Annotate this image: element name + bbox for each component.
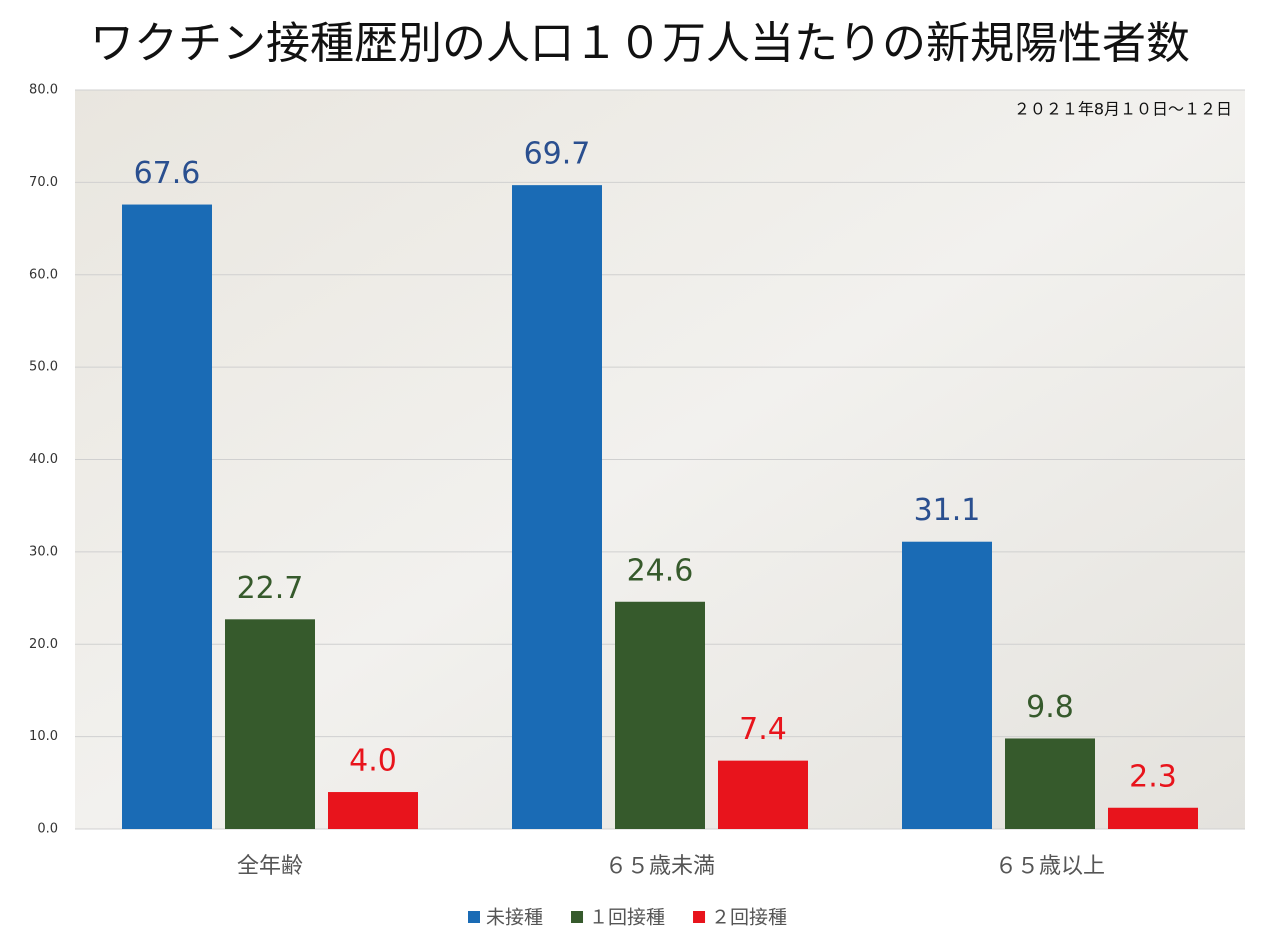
bar bbox=[902, 541, 992, 829]
bar bbox=[328, 792, 418, 829]
y-tick-label: 50.0 bbox=[29, 360, 58, 375]
value-label: 2.3 bbox=[1129, 759, 1177, 794]
value-label: 31.1 bbox=[914, 493, 981, 528]
bar bbox=[122, 204, 212, 830]
x-tick-label: 全年齢 bbox=[237, 854, 303, 879]
y-tick-label: 20.0 bbox=[29, 637, 58, 652]
value-label: 67.6 bbox=[134, 156, 201, 191]
value-label: 22.7 bbox=[237, 571, 304, 606]
legend-label: ２回接種 bbox=[711, 907, 787, 929]
value-label: 7.4 bbox=[739, 712, 787, 747]
value-label: 4.0 bbox=[349, 744, 397, 779]
y-tick-label: 70.0 bbox=[29, 175, 58, 190]
bar bbox=[718, 760, 808, 829]
y-tick-label: 10.0 bbox=[29, 729, 58, 744]
bar bbox=[1005, 738, 1095, 829]
x-tick-label: ６５歳以上 bbox=[995, 854, 1105, 879]
y-tick-label: 30.0 bbox=[29, 544, 58, 559]
legend-swatch bbox=[693, 911, 706, 923]
chart-subtitle: ２０２１年8月１０日～１２日 bbox=[1014, 100, 1232, 119]
y-tick-label: 60.0 bbox=[29, 267, 58, 282]
value-label: 9.8 bbox=[1026, 690, 1074, 725]
bar bbox=[225, 619, 315, 829]
bar bbox=[512, 185, 602, 830]
legend-label: 未接種 bbox=[486, 907, 543, 929]
chart-title: ワクチン接種歴別の人口１０万人当たりの新規陽性者数 bbox=[90, 18, 1190, 69]
legend-label: １回接種 bbox=[589, 907, 665, 929]
bar bbox=[615, 601, 705, 829]
bar bbox=[1108, 807, 1198, 829]
value-label: 24.6 bbox=[627, 553, 694, 588]
legend-swatch bbox=[468, 911, 480, 923]
x-tick-label: ６５歳未満 bbox=[605, 854, 715, 879]
legend-swatch bbox=[571, 911, 584, 923]
value-label: 69.7 bbox=[524, 137, 591, 172]
y-tick-label: 40.0 bbox=[29, 452, 58, 467]
y-tick-label: 0.0 bbox=[37, 822, 58, 837]
y-tick-label: 80.0 bbox=[29, 83, 58, 98]
